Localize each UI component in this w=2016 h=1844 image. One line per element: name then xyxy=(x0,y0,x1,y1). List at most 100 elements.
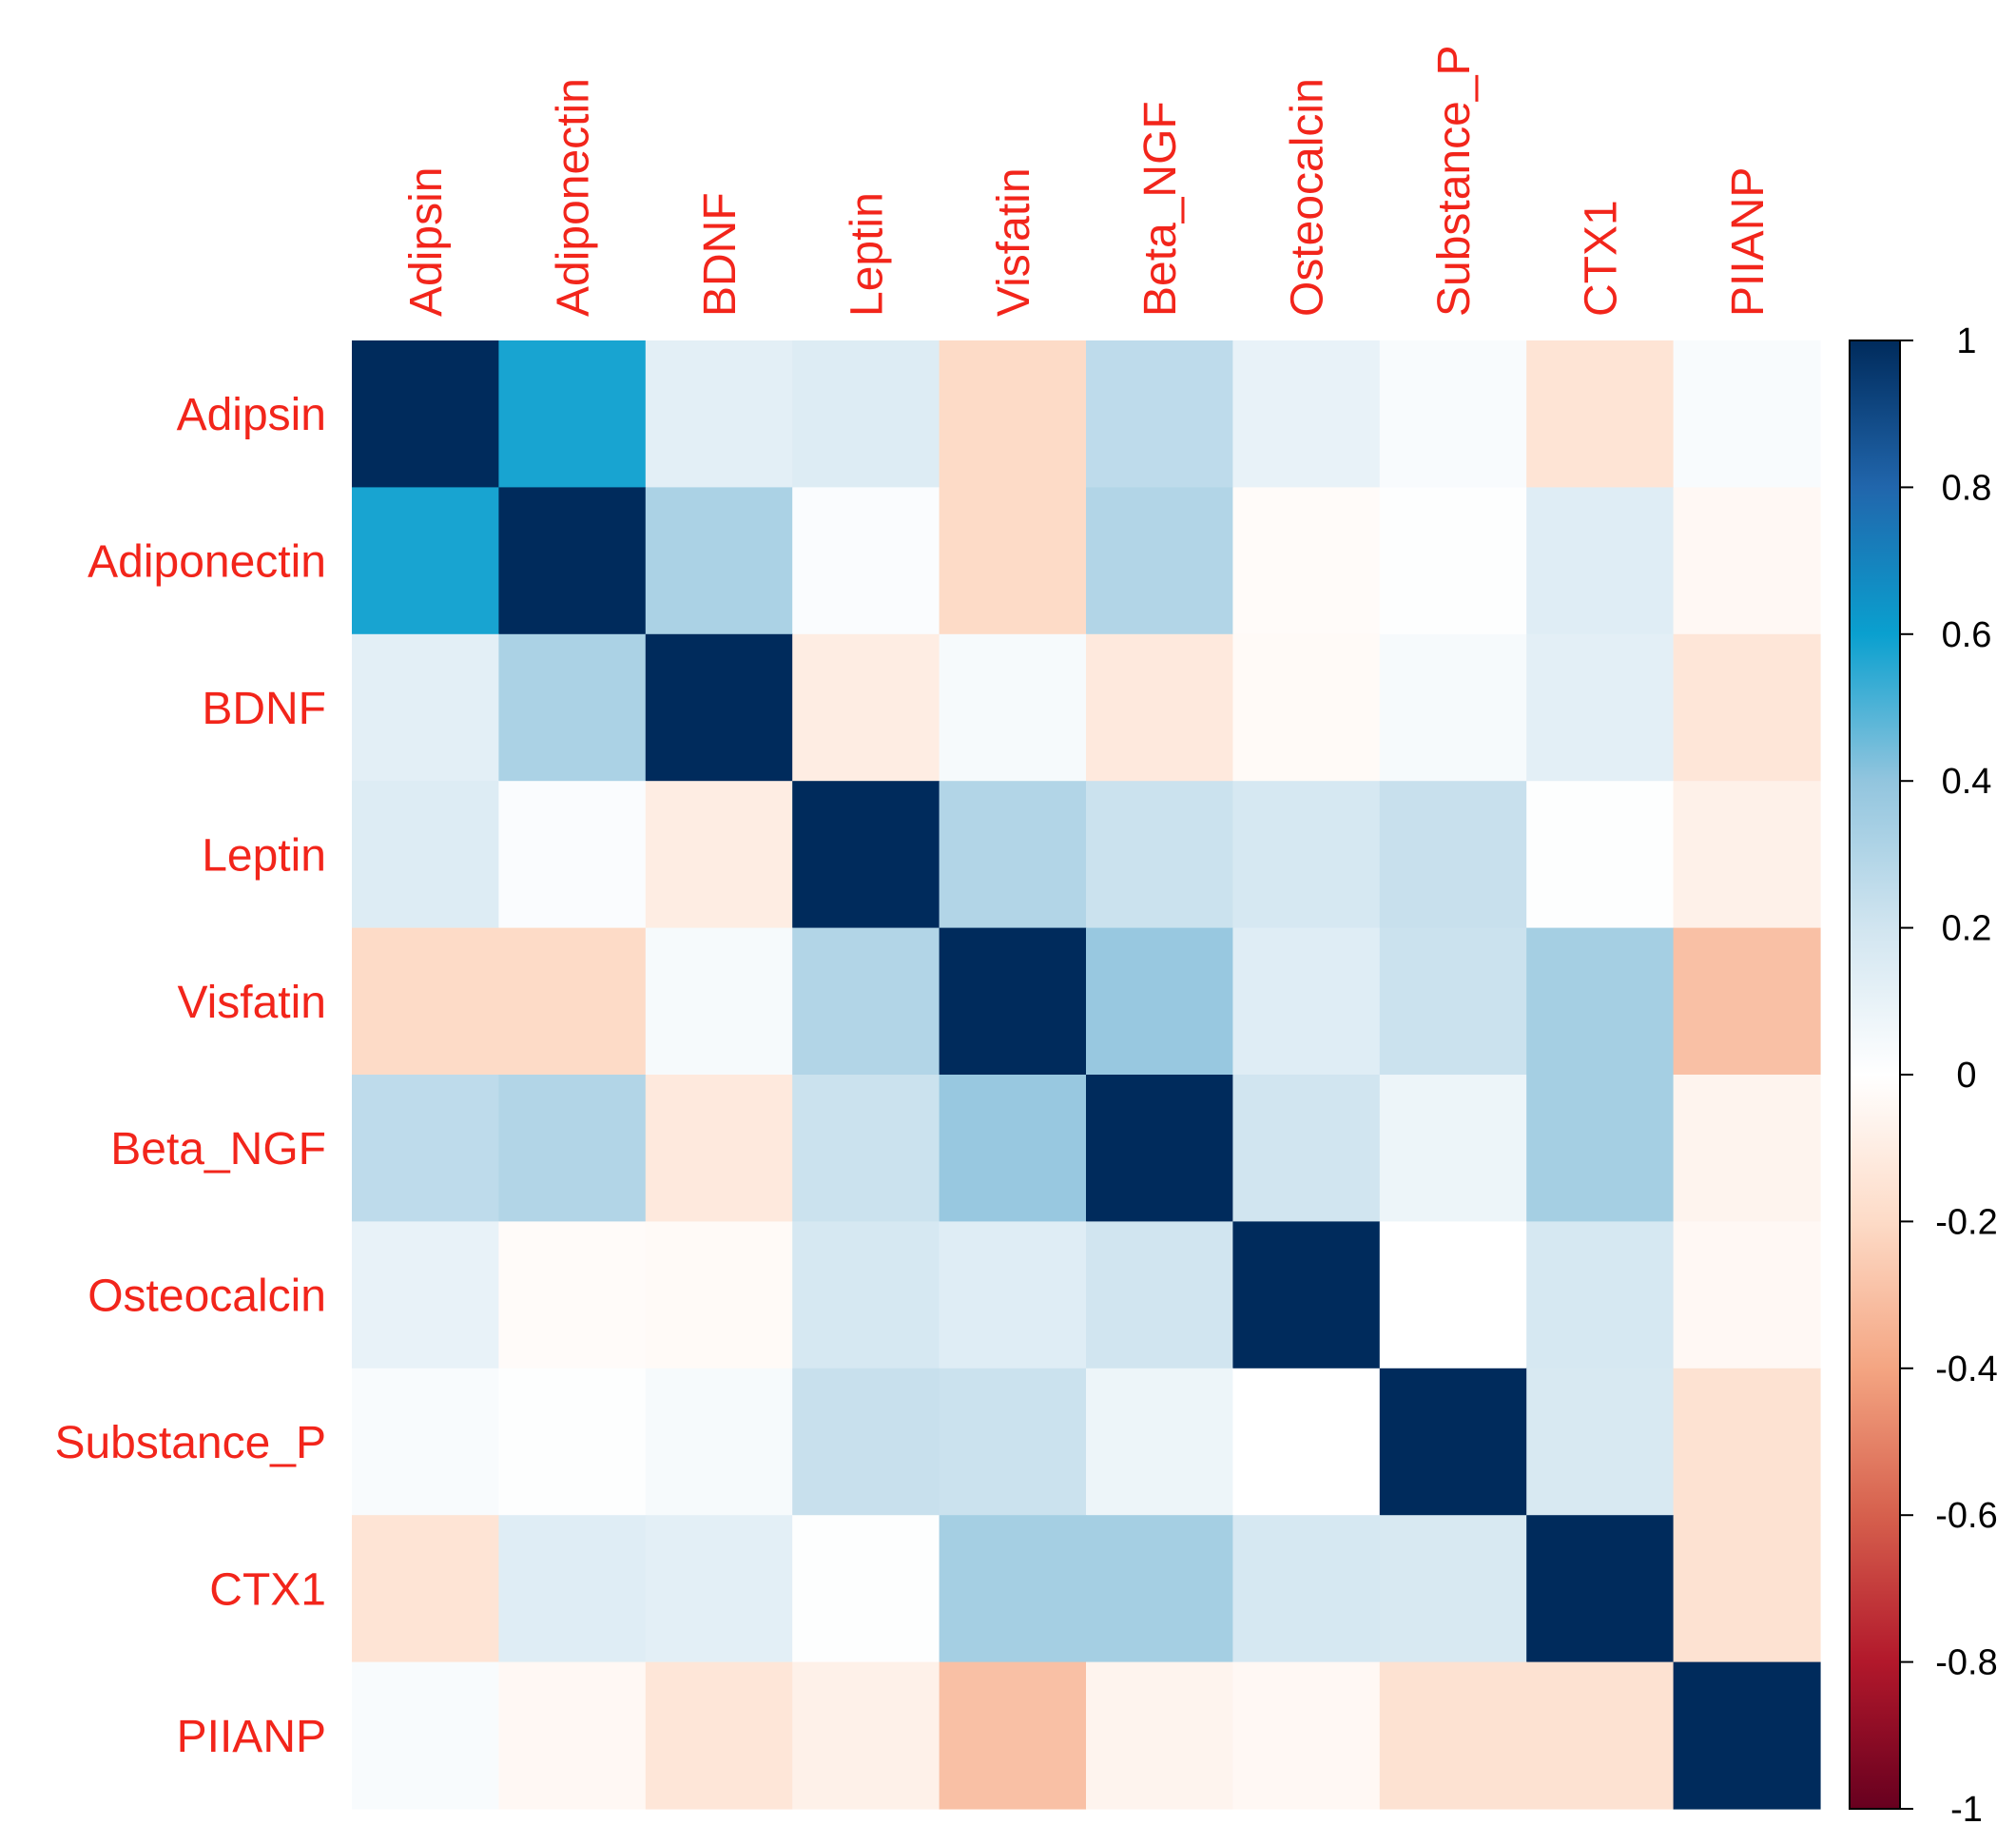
cell-piianp-ctx1 xyxy=(1526,1661,1675,1810)
cell-leptin-leptin xyxy=(792,781,940,929)
column-label-adiponectin: Adiponectin xyxy=(549,78,599,317)
colorbar-tick-label: -0.6 xyxy=(1935,1496,1997,1536)
cell-adipsin-adipsin xyxy=(352,340,499,488)
cell-substance-p-adiponectin xyxy=(498,1368,647,1516)
cell-osteocalcin-ctx1 xyxy=(1526,1221,1675,1369)
cell-osteocalcin-piianp xyxy=(1673,1221,1821,1369)
cell-substance-p-ctx1 xyxy=(1526,1368,1675,1516)
cell-adipsin-visfatin xyxy=(939,340,1087,488)
cell-adiponectin-beta-ngf xyxy=(1086,487,1233,635)
cell-visfatin-beta-ngf xyxy=(1086,927,1233,1076)
cell-adipsin-osteocalcin xyxy=(1232,340,1381,488)
colorbar-tick-label: 0.4 xyxy=(1942,762,1992,802)
colorbar-tick-label: 0.2 xyxy=(1942,909,1992,949)
cell-leptin-ctx1 xyxy=(1526,781,1675,929)
cell-piianp-bdnf xyxy=(645,1661,793,1810)
cell-ctx1-osteocalcin xyxy=(1232,1515,1381,1663)
cell-visfatin-osteocalcin xyxy=(1232,927,1381,1076)
cell-substance-p-adipsin xyxy=(352,1368,499,1516)
cell-osteocalcin-beta-ngf xyxy=(1086,1221,1233,1369)
cell-bdnf-bdnf xyxy=(645,633,793,782)
cell-adiponectin-ctx1 xyxy=(1526,487,1675,635)
cell-ctx1-adipsin xyxy=(352,1515,499,1663)
column-label-leptin: Leptin xyxy=(842,192,892,317)
cell-ctx1-visfatin xyxy=(939,1515,1087,1663)
cell-visfatin-visfatin xyxy=(939,927,1087,1076)
cell-osteocalcin-adiponectin xyxy=(498,1221,647,1369)
cell-substance-p-substance-p xyxy=(1379,1368,1527,1516)
column-label-visfatin: Visfatin xyxy=(989,167,1039,317)
cell-bdnf-substance-p xyxy=(1379,633,1527,782)
column-labels: Adipsin Adiponectin BDNF Leptin Visfatin Beta… xyxy=(401,45,1774,317)
cells-layer xyxy=(352,340,1821,1810)
cell-adiponectin-osteocalcin xyxy=(1232,487,1381,635)
cell-ctx1-bdnf xyxy=(645,1515,793,1663)
cell-beta-ngf-bdnf xyxy=(645,1075,793,1222)
cell-adipsin-ctx1 xyxy=(1526,340,1675,488)
cell-adiponectin-piianp xyxy=(1673,487,1821,635)
cell-leptin-piianp xyxy=(1673,781,1821,929)
cell-substance-p-visfatin xyxy=(939,1368,1087,1516)
cell-bdnf-ctx1 xyxy=(1526,633,1675,782)
row-label-visfatin: Visfatin xyxy=(177,978,326,1028)
cell-ctx1-piianp xyxy=(1673,1515,1821,1663)
column-label-adipsin: Adipsin xyxy=(401,167,452,317)
cell-beta-ngf-osteocalcin xyxy=(1232,1075,1381,1222)
cell-substance-p-beta-ngf xyxy=(1086,1368,1233,1516)
colorbar-gradient xyxy=(1849,340,1901,1810)
cell-adipsin-beta-ngf xyxy=(1086,340,1233,488)
cell-beta-ngf-ctx1 xyxy=(1526,1075,1675,1222)
cell-bdnf-visfatin xyxy=(939,633,1087,782)
cell-visfatin-ctx1 xyxy=(1526,927,1675,1076)
cell-leptin-beta-ngf xyxy=(1086,781,1233,929)
row-label-osteocalcin: Osteocalcin xyxy=(87,1271,326,1322)
colorbar-tick-label: 1 xyxy=(1956,321,1976,361)
cell-ctx1-beta-ngf xyxy=(1086,1515,1233,1663)
colorbar-tick-label: -0.2 xyxy=(1935,1202,1997,1242)
cell-beta-ngf-piianp xyxy=(1673,1075,1821,1222)
colorbar-tick-label: 0 xyxy=(1956,1056,1976,1096)
cell-ctx1-leptin xyxy=(792,1515,940,1663)
row-label-adipsin: Adipsin xyxy=(177,390,326,440)
cell-osteocalcin-adipsin xyxy=(352,1221,499,1369)
row-label-beta-ngf: Beta_NGF xyxy=(110,1124,326,1174)
cell-ctx1-adiponectin xyxy=(498,1515,647,1663)
cell-beta-ngf-visfatin xyxy=(939,1075,1087,1222)
cell-osteocalcin-visfatin xyxy=(939,1221,1087,1369)
row-label-leptin: Leptin xyxy=(202,830,326,881)
cell-piianp-adiponectin xyxy=(498,1661,647,1810)
cell-beta-ngf-adiponectin xyxy=(498,1075,647,1222)
cell-piianp-adipsin xyxy=(352,1661,499,1810)
cell-leptin-osteocalcin xyxy=(1232,781,1381,929)
cell-visfatin-piianp xyxy=(1673,927,1821,1076)
cell-bdnf-adipsin xyxy=(352,633,499,782)
row-label-substance-p: Substance_P xyxy=(54,1418,326,1468)
cell-adiponectin-adiponectin xyxy=(498,487,647,635)
column-label-beta-ngf: Beta_NGF xyxy=(1135,101,1186,317)
cell-beta-ngf-substance-p xyxy=(1379,1075,1527,1222)
cell-substance-p-piianp xyxy=(1673,1368,1821,1516)
cell-substance-p-bdnf xyxy=(645,1368,793,1516)
cell-adiponectin-leptin xyxy=(792,487,940,635)
row-label-adiponectin: Adiponectin xyxy=(87,537,326,588)
cell-bdnf-beta-ngf xyxy=(1086,633,1233,782)
cell-adipsin-adiponectin xyxy=(498,340,647,488)
cell-leptin-visfatin xyxy=(939,781,1087,929)
cell-beta-ngf-adipsin xyxy=(352,1075,499,1222)
cell-bdnf-piianp xyxy=(1673,633,1821,782)
row-label-bdnf: BDNF xyxy=(202,684,326,734)
cell-ctx1-substance-p xyxy=(1379,1515,1527,1663)
cell-substance-p-leptin xyxy=(792,1368,940,1516)
colorbar-tick-label: -0.4 xyxy=(1935,1349,1997,1389)
cell-osteocalcin-bdnf xyxy=(645,1221,793,1369)
cell-visfatin-leptin xyxy=(792,927,940,1076)
cell-osteocalcin-leptin xyxy=(792,1221,940,1369)
cell-bdnf-adiponectin xyxy=(498,633,647,782)
cell-adipsin-bdnf xyxy=(645,340,793,488)
cell-adiponectin-adipsin xyxy=(352,487,499,635)
cell-substance-p-osteocalcin xyxy=(1232,1368,1381,1516)
column-label-substance-p: Substance_P xyxy=(1429,45,1480,317)
cell-piianp-substance-p xyxy=(1379,1661,1527,1810)
